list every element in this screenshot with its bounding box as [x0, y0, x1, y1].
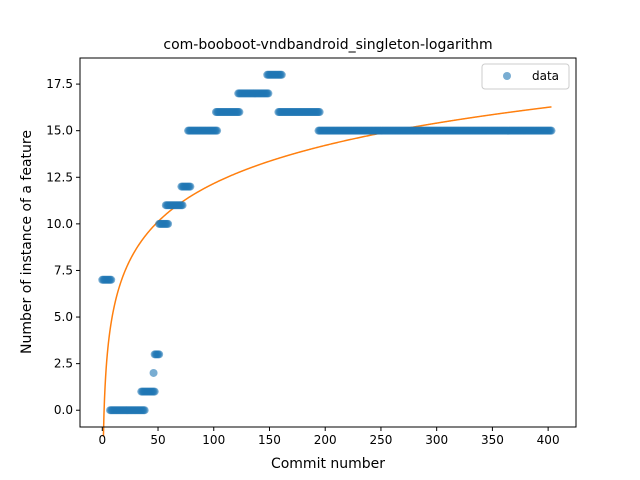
y-tick-label: 15.0: [46, 124, 73, 138]
x-tick-label: 400: [537, 433, 560, 447]
x-tick-label: 150: [258, 433, 281, 447]
x-tick-label: 250: [369, 433, 392, 447]
x-tick-label: 350: [481, 433, 504, 447]
data-point: [150, 387, 159, 396]
x-axis-ticks: 0 50 100 150 200 250 300 350 400: [98, 427, 560, 447]
y-tick-label: 5.0: [54, 310, 73, 324]
data-point: [178, 201, 187, 210]
y-axis-ticks: 0.0 2.5 5.0 7.5 10.0 12.5 15.0 17.5: [46, 77, 80, 417]
data-point: [315, 108, 324, 117]
data-point: [140, 406, 149, 415]
data-point: [164, 219, 173, 228]
y-tick-label: 17.5: [46, 77, 73, 91]
x-tick-label: 50: [150, 433, 165, 447]
x-tick-label: 200: [314, 433, 337, 447]
y-tick-label: 10.0: [46, 217, 73, 231]
data-point: [213, 126, 222, 135]
data-point: [264, 89, 273, 98]
legend-data-marker: [503, 72, 511, 80]
x-axis-label: Commit number: [271, 456, 385, 472]
legend-box: [481, 63, 570, 90]
plot-area: [80, 58, 576, 427]
data-point: [277, 70, 286, 79]
data-point: [547, 126, 556, 135]
y-axis-label: Number of instance of a feature: [19, 130, 35, 354]
data-point: [149, 368, 158, 377]
y-tick-label: 7.5: [54, 263, 73, 277]
x-tick-label: 0: [98, 433, 106, 447]
chart-title: com-booboot-vndbandroid_singleton-logari…: [163, 37, 492, 53]
y-tick-label: 0.0: [54, 403, 73, 417]
data-point: [186, 182, 195, 191]
y-tick-label: 2.5: [54, 357, 73, 371]
y-tick-label: 12.5: [46, 170, 73, 184]
data-point: [155, 350, 164, 359]
data-point: [107, 275, 116, 284]
x-tick-label: 100: [202, 433, 225, 447]
data-point: [235, 108, 244, 117]
scatter-points-layer: [98, 70, 556, 415]
x-tick-label: 300: [425, 433, 448, 447]
plot-frame: [79, 57, 577, 428]
legend-data-label: data: [532, 69, 559, 83]
legend: data: [481, 63, 570, 90]
